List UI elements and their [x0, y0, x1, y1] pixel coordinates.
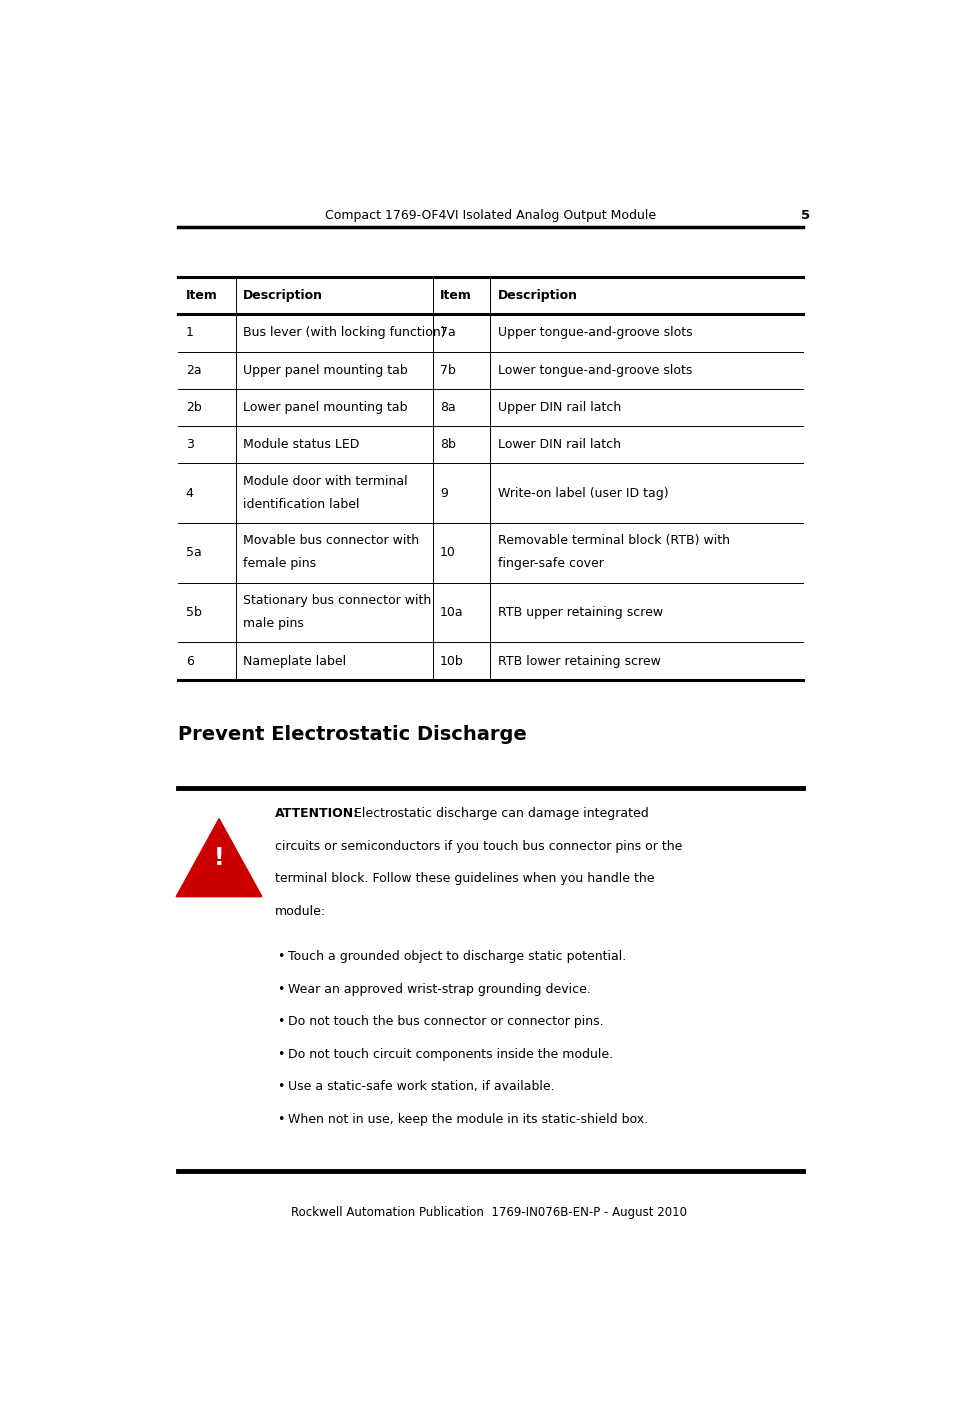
Text: Stationary bus connector with: Stationary bus connector with — [243, 595, 431, 607]
Text: 3: 3 — [186, 439, 193, 451]
Text: 6: 6 — [186, 655, 193, 668]
Text: •: • — [277, 1112, 285, 1126]
Text: Do not touch circuit components inside the module.: Do not touch circuit components inside t… — [288, 1047, 613, 1060]
Text: Item: Item — [186, 290, 217, 302]
Text: 5a: 5a — [186, 547, 201, 560]
Text: 7a: 7a — [439, 326, 456, 339]
Text: 10: 10 — [439, 547, 456, 560]
Text: •: • — [277, 1047, 285, 1060]
Text: !: ! — [213, 846, 224, 870]
Text: finger-safe cover: finger-safe cover — [497, 557, 603, 571]
Text: Touch a grounded object to discharge static potential.: Touch a grounded object to discharge sta… — [288, 950, 625, 963]
Text: female pins: female pins — [243, 557, 316, 571]
Text: Upper DIN rail latch: Upper DIN rail latch — [497, 401, 620, 413]
Text: Lower tongue-and-groove slots: Lower tongue-and-groove slots — [497, 364, 691, 377]
Text: Removable terminal block (RTB) with: Removable terminal block (RTB) with — [497, 534, 729, 547]
Text: 5b: 5b — [186, 606, 201, 619]
Text: Bus lever (with locking function): Bus lever (with locking function) — [243, 326, 445, 339]
Text: Lower DIN rail latch: Lower DIN rail latch — [497, 439, 619, 451]
Text: Compact 1769-OF4VI Isolated Analog Output Module: Compact 1769-OF4VI Isolated Analog Outpu… — [325, 208, 656, 222]
Text: 10a: 10a — [439, 606, 463, 619]
Text: male pins: male pins — [243, 617, 304, 630]
Text: •: • — [277, 1080, 285, 1094]
Text: Upper tongue-and-groove slots: Upper tongue-and-groove slots — [497, 326, 692, 339]
Text: •: • — [277, 1015, 285, 1028]
Text: module:: module: — [274, 905, 325, 918]
Text: Do not touch the bus connector or connector pins.: Do not touch the bus connector or connec… — [288, 1015, 603, 1028]
Text: 8a: 8a — [439, 401, 456, 413]
Text: identification label: identification label — [243, 498, 359, 510]
Text: Wear an approved wrist-strap grounding device.: Wear an approved wrist-strap grounding d… — [288, 983, 590, 995]
Text: Module door with terminal: Module door with terminal — [243, 475, 408, 488]
Text: RTB upper retaining screw: RTB upper retaining screw — [497, 606, 662, 619]
Text: Description: Description — [243, 290, 323, 302]
Text: Use a static-safe work station, if available.: Use a static-safe work station, if avail… — [288, 1080, 554, 1094]
Text: •: • — [277, 983, 285, 995]
Text: Movable bus connector with: Movable bus connector with — [243, 534, 419, 547]
Text: Module status LED: Module status LED — [243, 439, 359, 451]
Text: When not in use, keep the module in its static-shield box.: When not in use, keep the module in its … — [288, 1112, 647, 1126]
Polygon shape — [176, 818, 262, 897]
Text: Nameplate label: Nameplate label — [243, 655, 346, 668]
Text: circuits or semiconductors if you touch bus connector pins or the: circuits or semiconductors if you touch … — [274, 839, 681, 853]
Text: Prevent Electrostatic Discharge: Prevent Electrostatic Discharge — [178, 725, 527, 744]
Text: 4: 4 — [186, 486, 193, 499]
Text: Upper panel mounting tab: Upper panel mounting tab — [243, 364, 408, 377]
Text: 8b: 8b — [439, 439, 456, 451]
Text: Description: Description — [497, 290, 577, 302]
Text: 2a: 2a — [186, 364, 201, 377]
Text: 7b: 7b — [439, 364, 456, 377]
Text: terminal block. Follow these guidelines when you handle the: terminal block. Follow these guidelines … — [274, 872, 654, 886]
Text: 2b: 2b — [186, 401, 201, 413]
Text: 10b: 10b — [439, 655, 463, 668]
Text: 1: 1 — [186, 326, 193, 339]
Text: Rockwell Automation Publication  1769-IN076B-EN-P - August 2010: Rockwell Automation Publication 1769-IN0… — [291, 1206, 686, 1219]
Text: 9: 9 — [439, 486, 448, 499]
Text: Write-on label (user ID tag): Write-on label (user ID tag) — [497, 486, 667, 499]
Text: Item: Item — [439, 290, 472, 302]
Text: ATTENTION:: ATTENTION: — [274, 807, 358, 821]
Text: •: • — [277, 950, 285, 963]
Text: 5: 5 — [801, 208, 810, 222]
Text: Lower panel mounting tab: Lower panel mounting tab — [243, 401, 407, 413]
Text: RTB lower retaining screw: RTB lower retaining screw — [497, 655, 659, 668]
Text: Electrostatic discharge can damage integrated: Electrostatic discharge can damage integ… — [354, 807, 648, 821]
